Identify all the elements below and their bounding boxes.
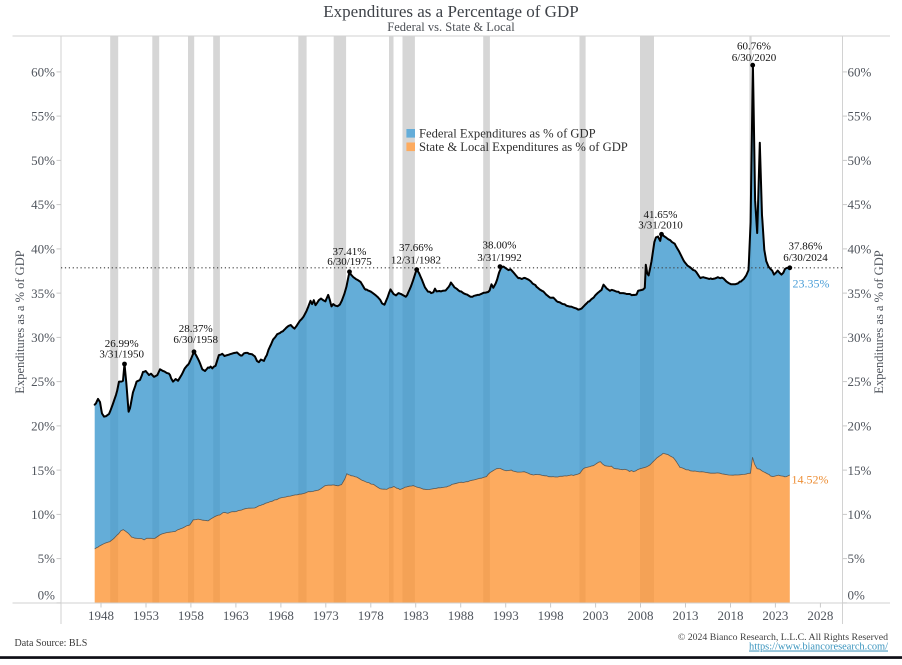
svg-text:2023: 2023 (762, 608, 788, 623)
svg-text:1953: 1953 (133, 608, 159, 623)
svg-text:Expenditures as a % of GDP: Expenditures as a % of GDP (13, 250, 27, 393)
svg-text:Data Source: BLS: Data Source: BLS (15, 638, 88, 649)
svg-text:30%: 30% (848, 330, 872, 345)
svg-text:41.65%: 41.65% (644, 209, 678, 221)
svg-text:14.52%: 14.52% (792, 473, 829, 487)
svg-text:3/31/1950: 3/31/1950 (99, 349, 144, 361)
svg-text:37.41%: 37.41% (333, 246, 367, 258)
svg-text:55%: 55% (31, 109, 55, 124)
svg-text:5%: 5% (38, 551, 56, 566)
svg-text:25%: 25% (848, 374, 872, 389)
svg-text:25%: 25% (31, 374, 55, 389)
svg-text:6/30/2020: 6/30/2020 (732, 52, 777, 64)
svg-text:1993: 1993 (493, 608, 519, 623)
svg-text:1973: 1973 (313, 608, 339, 623)
svg-text:30%: 30% (31, 330, 55, 345)
svg-text:3/31/1992: 3/31/1992 (477, 252, 522, 264)
svg-text:1963: 1963 (223, 608, 249, 623)
svg-text:20%: 20% (31, 419, 55, 434)
svg-text:28.37%: 28.37% (179, 323, 213, 335)
svg-text:3/31/2010: 3/31/2010 (638, 220, 683, 232)
svg-text:35%: 35% (848, 286, 872, 301)
svg-text:37.86%: 37.86% (789, 240, 823, 252)
svg-text:1948: 1948 (88, 608, 114, 623)
svg-text:40%: 40% (31, 242, 55, 257)
svg-text:26.99%: 26.99% (105, 338, 139, 350)
svg-text:https://www.biancoresearch.com: https://www.biancoresearch.com/ (749, 642, 888, 653)
svg-text:Expenditures as a % of GDP: Expenditures as a % of GDP (872, 250, 886, 393)
svg-text:2028: 2028 (807, 608, 833, 623)
svg-text:10%: 10% (31, 507, 55, 522)
svg-text:10%: 10% (848, 507, 872, 522)
svg-text:2003: 2003 (583, 608, 609, 623)
svg-text:6/30/1958: 6/30/1958 (173, 334, 218, 346)
svg-text:2013: 2013 (673, 608, 699, 623)
svg-text:60%: 60% (31, 65, 55, 80)
svg-text:60.76%: 60.76% (737, 41, 771, 53)
svg-text:1978: 1978 (358, 608, 384, 623)
svg-text:2018: 2018 (718, 608, 744, 623)
svg-text:6/30/1975: 6/30/1975 (327, 256, 372, 268)
svg-text:1988: 1988 (448, 608, 474, 623)
svg-text:15%: 15% (31, 463, 55, 478)
svg-text:60%: 60% (848, 65, 872, 80)
svg-text:6/30/2024: 6/30/2024 (783, 252, 828, 264)
svg-text:Federal vs. State & Local: Federal vs. State & Local (387, 20, 515, 34)
svg-text:12/31/1982: 12/31/1982 (391, 255, 441, 267)
svg-text:1983: 1983 (403, 608, 429, 623)
svg-text:Federal Expenditures as % of G: Federal Expenditures as % of GDP (419, 127, 596, 141)
svg-text:5%: 5% (848, 551, 866, 566)
svg-text:State & Local Expenditures as: State & Local Expenditures as % of GDP (419, 140, 628, 154)
svg-text:20%: 20% (848, 419, 872, 434)
svg-text:55%: 55% (848, 109, 872, 124)
svg-text:45%: 45% (848, 197, 872, 212)
svg-text:1998: 1998 (538, 608, 564, 623)
svg-text:2008: 2008 (628, 608, 654, 623)
svg-text:50%: 50% (848, 153, 872, 168)
svg-text:40%: 40% (848, 242, 872, 257)
svg-text:45%: 45% (31, 197, 55, 212)
svg-text:37.66%: 37.66% (399, 242, 433, 254)
svg-text:0%: 0% (848, 588, 866, 603)
svg-text:1958: 1958 (178, 608, 204, 623)
svg-text:15%: 15% (848, 463, 872, 478)
svg-text:1968: 1968 (268, 608, 294, 623)
svg-text:50%: 50% (31, 153, 55, 168)
svg-text:Expenditures as a Percentage o: Expenditures as a Percentage of GDP (323, 2, 578, 21)
svg-text:0%: 0% (38, 588, 56, 603)
svg-text:35%: 35% (31, 286, 55, 301)
svg-text:38.00%: 38.00% (483, 239, 517, 251)
svg-text:23.35%: 23.35% (793, 277, 830, 291)
svg-text:© 2024 Bianco Research, L.L.C.: © 2024 Bianco Research, L.L.C. All Right… (678, 632, 888, 643)
